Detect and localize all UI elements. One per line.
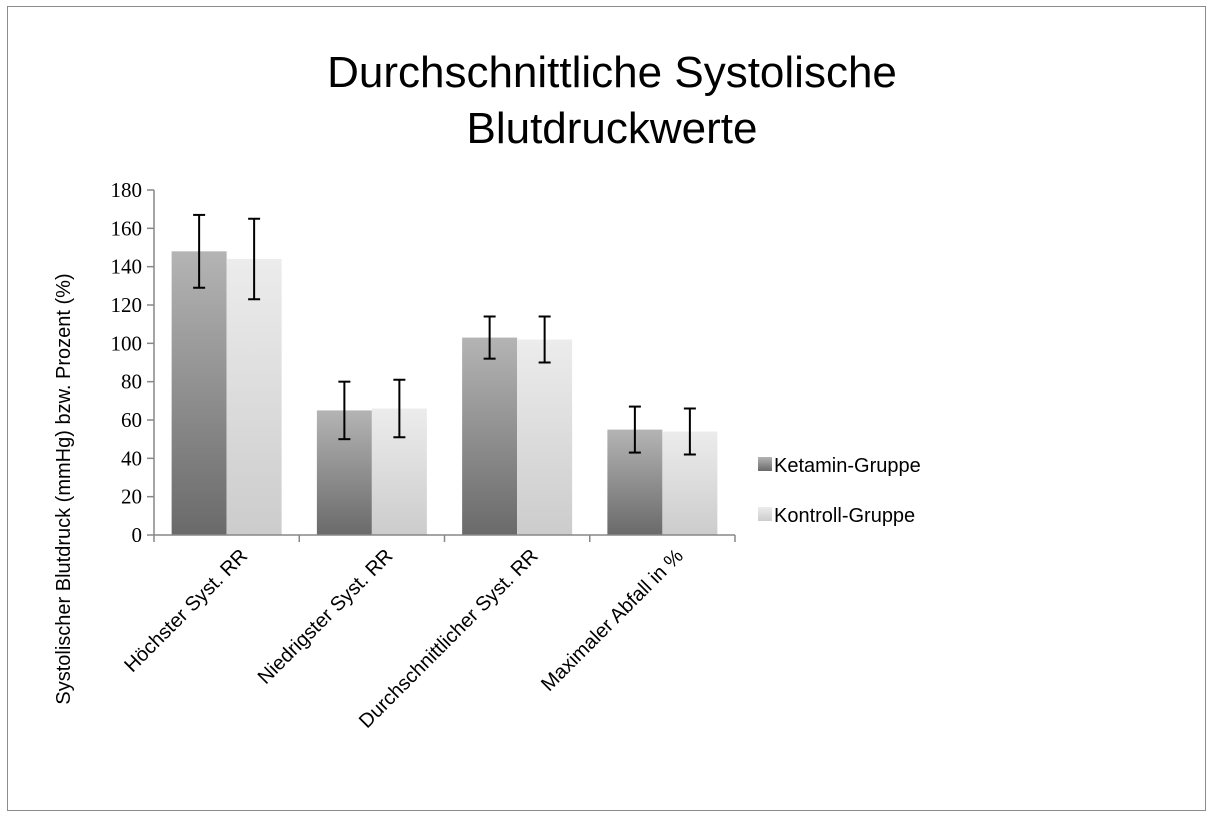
y-tick-label: 120	[111, 293, 143, 317]
chart-title-line-1: Durchschnittliche Systolische	[327, 48, 897, 97]
bar-kontroll-2	[517, 339, 573, 535]
chart-svg: Durchschnittliche Systolische Blutdruckw…	[53, 48, 921, 733]
plot-area	[171, 213, 718, 536]
error-bar-ketamin-0	[193, 213, 206, 289]
y-tick-label: 0	[132, 523, 143, 547]
y-tick-label: 20	[121, 485, 142, 509]
bar-ketamin-0	[171, 251, 227, 536]
legend-swatch-kontroll	[758, 507, 772, 521]
chart-frame: Durchschnittliche Systolische Blutdruckw…	[7, 6, 1206, 811]
chart-title-line-2: Blutdruckwerte	[466, 104, 757, 153]
legend-label-kontroll: Kontroll-Gruppe	[774, 505, 915, 527]
bar-kontroll-0	[226, 259, 282, 535]
error-bar-ketamin-2	[483, 315, 496, 360]
legend-swatch-ketamin	[758, 457, 772, 471]
x-axis: Höchster Syst. RR Niedrigster Syst. RRDur…	[120, 534, 736, 733]
y-tick-label: 180	[111, 178, 143, 202]
error-bar-ketamin-1	[338, 380, 351, 441]
legend-label-ketamin: Ketamin-Gruppe	[774, 455, 921, 477]
error-bar-kontroll-1	[393, 378, 406, 439]
error-bar-kontroll-0	[248, 217, 261, 301]
y-tick-label: 160	[111, 216, 143, 240]
x-category-label: Höchster Syst. RR	[120, 545, 252, 677]
legend: Ketamin-Gruppe Kontroll-Gruppe	[758, 455, 921, 527]
y-tick-label: 40	[121, 446, 142, 470]
y-tick-label: 140	[111, 255, 143, 279]
error-bar-kontroll-2	[538, 315, 551, 364]
x-category-label: Niedrigster Syst. RR	[254, 545, 398, 689]
error-bar-ketamin-3	[628, 405, 641, 454]
y-axis-title: Systolischer Blutdruck (mmHg) bzw. Proze…	[53, 273, 75, 704]
y-tick-label: 80	[121, 370, 142, 394]
x-category-label: Maximaler Abfall in %	[537, 545, 688, 696]
y-tick-label: 60	[121, 408, 142, 432]
error-bar-kontroll-3	[683, 407, 696, 456]
y-tick-label: 100	[111, 331, 143, 355]
y-axis: 0 20 40 60 80 100 120 140 160 180	[111, 178, 155, 547]
bar-ketamin-2	[462, 337, 518, 535]
chart-title: Durchschnittliche Systolische Blutdruckw…	[327, 48, 897, 153]
